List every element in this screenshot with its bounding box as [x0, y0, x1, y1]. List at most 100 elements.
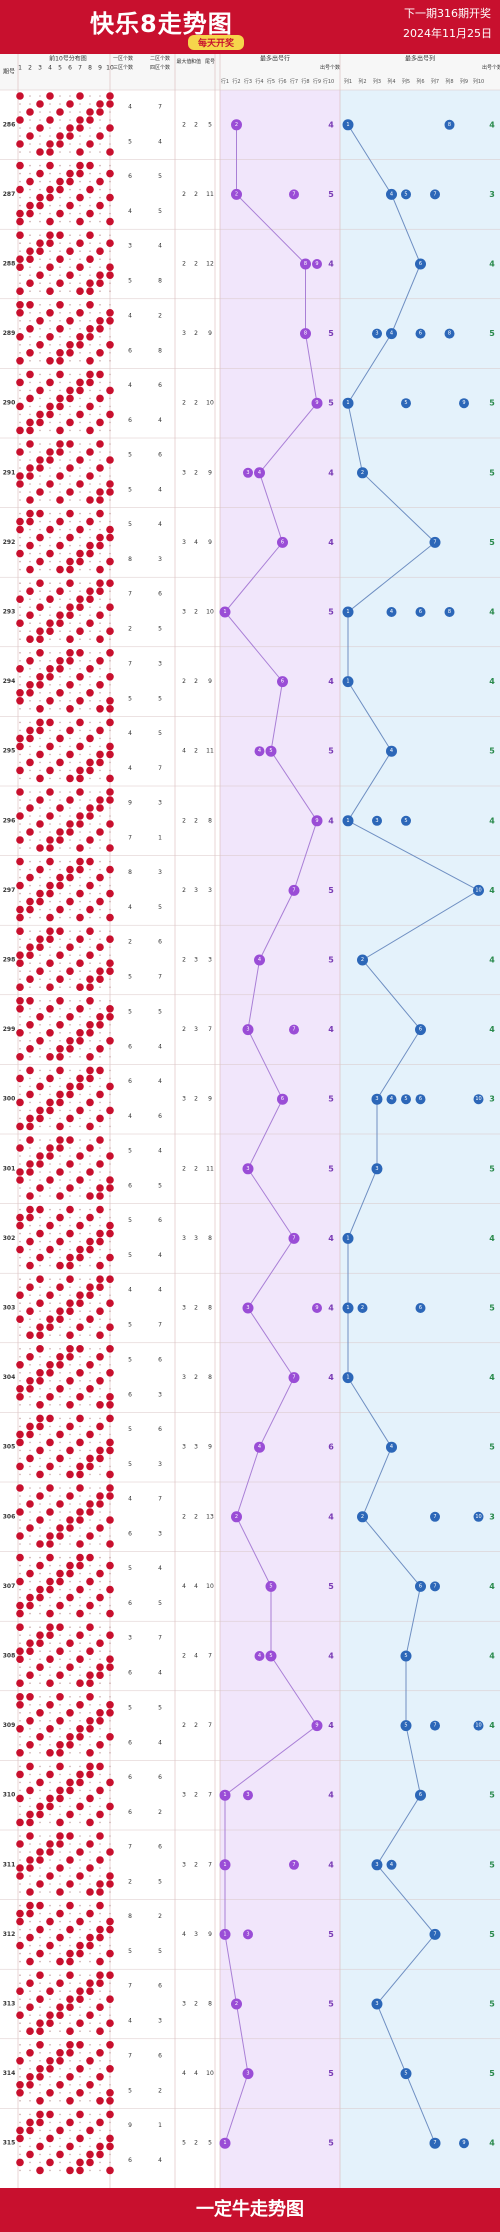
- dist-dot: [79, 1503, 81, 1505]
- dist-num-head: 7: [78, 65, 82, 72]
- dist-ball: [56, 1864, 64, 1872]
- dist-dot: [19, 638, 21, 640]
- ratio-value: 6: [128, 2157, 132, 2164]
- dist-ball: [106, 1393, 114, 1401]
- dist-dot: [39, 598, 41, 600]
- dist-ball: [106, 533, 114, 542]
- dist-ball: [26, 370, 34, 379]
- dist-dot: [49, 544, 51, 547]
- period-label: 303: [3, 1305, 16, 1312]
- dist-dot: [89, 220, 91, 223]
- dist-ball: [106, 820, 114, 828]
- dist-dot: [99, 1125, 101, 1128]
- dist-ball: [76, 1941, 84, 1950]
- dist-ball: [16, 881, 24, 890]
- dist-dot: [19, 1666, 21, 1668]
- row-extra-ball: [254, 746, 265, 757]
- dist-ball: [26, 2081, 34, 2089]
- dist-ball: [106, 341, 114, 349]
- dist-dot: [19, 1310, 21, 1312]
- ratio-value: 4: [128, 1287, 132, 1294]
- dist-dot: [109, 930, 111, 932]
- row-extra-label: 7: [292, 1862, 295, 1868]
- ratio-value: 4: [158, 1078, 162, 1085]
- dist-ball: [106, 1917, 114, 1926]
- dist-ball: [36, 935, 44, 943]
- max-value: 3: [182, 1374, 186, 1381]
- dist-dot: [59, 1851, 61, 1853]
- dist-dot: [29, 892, 31, 895]
- dist-ball: [106, 1082, 114, 1091]
- dist-dot: [109, 1356, 111, 1358]
- dist-dot: [89, 459, 91, 461]
- dist-dot: [29, 405, 31, 408]
- dist-dot: [49, 1572, 51, 1575]
- col-trend-ball: [371, 1859, 383, 1871]
- dist-ball: [86, 116, 94, 124]
- dist-num-head: 8: [88, 65, 92, 72]
- col-head: 列3: [373, 78, 381, 85]
- col-count-value: 4: [489, 1582, 495, 1591]
- dist-dot: [39, 429, 41, 432]
- dist-ball: [56, 177, 64, 186]
- row-trend-label: 7: [292, 887, 295, 893]
- col-trend-ball: [415, 1789, 426, 1801]
- dist-dot: [39, 552, 41, 555]
- dist-dot: [29, 2161, 31, 2164]
- dist-ball: [16, 1168, 24, 1176]
- dist-ball: [46, 2057, 54, 2065]
- dist-dot: [29, 1736, 31, 1738]
- dist-dot: [39, 1835, 41, 1837]
- col-trend-ball: [429, 536, 441, 548]
- dist-ball: [46, 1152, 54, 1160]
- dist-dot: [99, 2022, 101, 2024]
- dist-dot: [19, 1404, 21, 1406]
- dist-dot: [49, 1781, 51, 1784]
- dist-num-head: 6: [68, 65, 72, 72]
- dist-dot: [59, 1040, 61, 1042]
- dist-dot: [109, 1147, 111, 1149]
- row-count-value: 5: [328, 2139, 334, 2148]
- dist-ball: [16, 665, 24, 673]
- dist-ball: [56, 1500, 64, 1508]
- dist-ball: [106, 309, 114, 317]
- dist-dot: [89, 1264, 91, 1267]
- dist-dot: [29, 1666, 31, 1668]
- dist-dot: [49, 1813, 51, 1816]
- dist-dot: [39, 1069, 41, 1072]
- ratio1-head: 一区个数: [113, 55, 133, 62]
- dist-dot: [49, 1720, 51, 1722]
- dist-dot: [69, 1511, 71, 1513]
- dist-dot: [39, 1216, 41, 1219]
- dist-dot: [99, 823, 101, 825]
- dist-dot: [89, 1155, 91, 1157]
- dist-dot: [59, 381, 61, 384]
- dist-dot: [99, 930, 101, 932]
- sum-value: 2: [194, 1305, 198, 1312]
- dist-dot: [39, 143, 41, 145]
- dist-ball: [106, 525, 114, 534]
- row-count-value: 4: [328, 1373, 334, 1382]
- dist-dot: [59, 962, 61, 964]
- dist-dot: [19, 1674, 21, 1676]
- dist-dot: [99, 405, 101, 408]
- dist-dot: [39, 234, 41, 236]
- dist-dot: [69, 1891, 71, 1893]
- dist-dot: [19, 938, 21, 940]
- dist-dot: [39, 475, 41, 477]
- dist-dot: [109, 1024, 111, 1026]
- dist-dot: [69, 916, 71, 919]
- ratio-value: 6: [128, 1531, 132, 1538]
- col-trend-ball: [386, 188, 397, 200]
- dist-dot: [79, 2100, 81, 2102]
- footer-bar: 一定牛走势图: [0, 2188, 500, 2232]
- dist-dot: [69, 2129, 71, 2132]
- dist-dot: [39, 1650, 41, 1652]
- dist-ball: [56, 440, 64, 448]
- dist-dot: [59, 860, 61, 863]
- dist-dot: [19, 1813, 21, 1816]
- dist-ball: [36, 705, 44, 713]
- dist-dot: [79, 204, 81, 207]
- tail-value: 7: [208, 1861, 212, 1868]
- dist-dot: [79, 1016, 81, 1018]
